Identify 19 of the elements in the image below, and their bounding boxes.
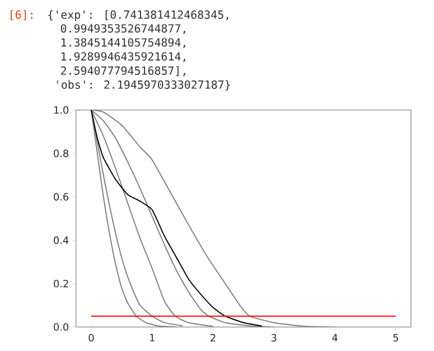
y-tick-label: 0.8	[54, 150, 68, 158]
text: 2.594077794516857],	[61, 66, 186, 76]
x-tick-label: 2	[210, 334, 216, 342]
y-tick-label: 0.6	[54, 193, 68, 201]
y-tick-label: 1.0	[54, 106, 68, 114]
text: [6]:	[10, 10, 32, 20]
y-tick-label: 0.4	[54, 236, 68, 244]
text: 0.9949353526744877,	[60, 24, 186, 34]
x-tick-label: 1	[150, 334, 154, 342]
x-tick-label: 5	[393, 334, 398, 342]
text: 'obs': 2.1945970333027187}	[57, 80, 230, 90]
x-tick-label: 0	[88, 334, 94, 342]
text: 1.3845144105754894,	[62, 38, 186, 48]
text: {'exp': [0.741381412468345,	[48, 10, 228, 22]
x-tick-label: 3	[272, 334, 276, 342]
y-tick-label: 0.0	[54, 323, 68, 331]
x-tick-label: 4	[332, 334, 338, 342]
y-tick-label: 0.2	[54, 280, 68, 288]
text: 1.9289946435921614,	[62, 52, 186, 62]
